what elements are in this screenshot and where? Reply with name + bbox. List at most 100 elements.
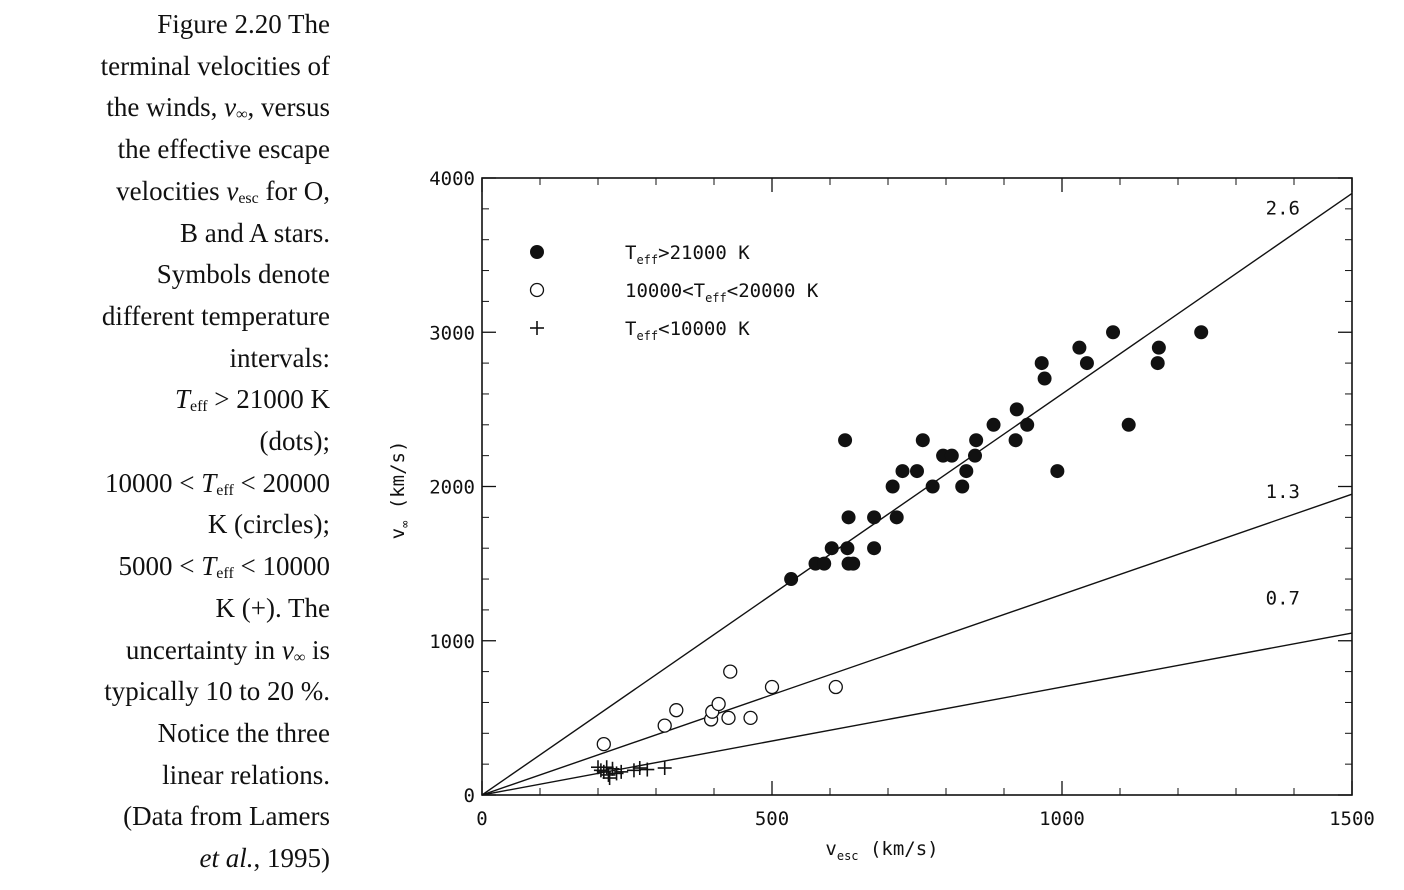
axis-labels: vesc (km/s) v∞ (km/s): [387, 441, 939, 863]
caption-line: K (+). The: [215, 592, 330, 623]
dot-point: [889, 510, 904, 525]
circle-point: [711, 696, 726, 712]
legend-symbol-dot: [530, 245, 544, 259]
caption-line: (dots);: [259, 426, 331, 457]
dot-point: [986, 417, 1001, 432]
data-points: [591, 325, 1209, 786]
caption-line: B and A stars.: [179, 217, 330, 248]
caption-line: Symbols denote: [156, 259, 330, 290]
plus-point: [593, 763, 608, 778]
caption-line: the winds, v∞, versus: [106, 92, 330, 124]
caption-line: Teff > 21000 K: [175, 384, 330, 416]
y-tick-label: 4000: [429, 168, 475, 190]
circle-point: [721, 710, 736, 726]
caption-line: typically 10 to 20 %.: [104, 676, 330, 707]
dot-point: [910, 464, 924, 479]
x-tick-label: 0: [476, 808, 487, 830]
dot-point: [1194, 325, 1209, 340]
dot-point: [1009, 402, 1024, 417]
circle-point: [669, 703, 684, 718]
dot-point: [1150, 356, 1165, 371]
dot-point: [824, 541, 839, 556]
figure-caption: Figure 2.20 The terminal velocities of the…: [20, 4, 330, 880]
caption-line: (Data from Lamers: [123, 801, 330, 832]
caption-line: velocities vesc for O,: [116, 175, 330, 207]
caption-line: different temperature: [101, 300, 330, 331]
circle-point: [743, 710, 758, 726]
caption-line: the effective escape: [117, 134, 330, 165]
circle-point: [596, 736, 611, 752]
y-tick-label: 2000: [429, 477, 475, 499]
dot-point: [1079, 356, 1094, 371]
caption-line: Notice the three: [157, 717, 330, 748]
dot-point: [1020, 417, 1035, 432]
dot-point: [817, 556, 832, 571]
caption-line: et al., 1995): [199, 843, 331, 874]
circle-point: [828, 679, 843, 695]
legend-entry: 10000<Teff<20000 K: [625, 280, 819, 305]
x-tick-label: 1500: [1329, 808, 1375, 830]
dot-point: [959, 464, 974, 479]
plus-point: [632, 761, 647, 776]
reference-lines: 2.6 1.3 0.7: [481, 192, 1353, 796]
legend-entry: Teff>21000 K: [625, 242, 750, 267]
reference-line: [481, 192, 1353, 796]
dot-point: [895, 464, 910, 479]
y-axis-label: v∞ (km/s): [387, 441, 412, 540]
caption-line: 5000 < Teff < 10000: [118, 551, 330, 583]
plus-point: [657, 761, 672, 776]
reference-line: [481, 493, 1353, 796]
dot-point: [867, 510, 882, 525]
dot-point: [1008, 433, 1023, 448]
caption-line: linear relations.: [162, 759, 330, 790]
x-tick-label: 500: [755, 808, 789, 830]
dot-point: [885, 479, 900, 494]
dot-point: [841, 510, 856, 525]
circle-point: [723, 664, 738, 679]
dot-point: [915, 433, 930, 448]
plus-point: [640, 762, 655, 777]
legend-entry: Teff<10000 K: [625, 318, 750, 343]
axis-ticks: [481, 177, 1353, 796]
x-axis-label: vesc (km/s): [825, 838, 938, 863]
dot-point: [1121, 417, 1136, 432]
caption-line: 10000 < Teff < 20000: [105, 467, 330, 499]
reference-line-label: 2.6: [1266, 197, 1300, 219]
legend-symbol-circle: [529, 282, 545, 298]
reference-line-label: 0.7: [1266, 588, 1300, 610]
circle-point: [764, 679, 780, 695]
dot-point: [1106, 325, 1121, 340]
legend-symbol-plus: [530, 321, 544, 335]
dot-point: [838, 433, 853, 448]
legend: Teff>21000 K 10000<Teff<20000 K Teff<10000…: [529, 242, 819, 343]
dot-point: [1034, 356, 1049, 371]
dot-point: [784, 572, 799, 587]
plus-point: [614, 764, 629, 779]
plot-frame: [481, 177, 1353, 796]
dot-point: [925, 479, 940, 494]
dot-point: [1151, 340, 1166, 355]
caption-line: terminal velocities of: [100, 50, 330, 81]
plot-border: [481, 177, 1353, 796]
dot-point: [944, 448, 959, 463]
dot-point: [968, 448, 982, 463]
caption-line: uncertainty in v∞ is: [125, 634, 330, 666]
caption-line: intervals:: [229, 342, 330, 373]
y-tick-label: 3000: [429, 322, 475, 344]
dot-point: [969, 433, 984, 448]
dot-point: [840, 541, 855, 556]
reference-line: [481, 632, 1353, 796]
plus-point: [599, 760, 614, 775]
reference-line-label: 1.3: [1266, 481, 1300, 503]
y-tick-label: 1000: [429, 631, 475, 653]
caption-line: Figure 2.20 The: [157, 9, 330, 39]
dot-point: [846, 556, 861, 571]
dot-point: [1050, 464, 1065, 479]
caption-line: K (circles);: [207, 509, 330, 540]
dot-point: [1072, 340, 1087, 355]
dot-point: [1037, 371, 1052, 386]
plus-point: [626, 763, 641, 778]
tick-labels: 0 500 1000 1500 0 1000 2000 3000 4000: [429, 168, 1375, 830]
y-tick-label: 0: [464, 785, 475, 807]
